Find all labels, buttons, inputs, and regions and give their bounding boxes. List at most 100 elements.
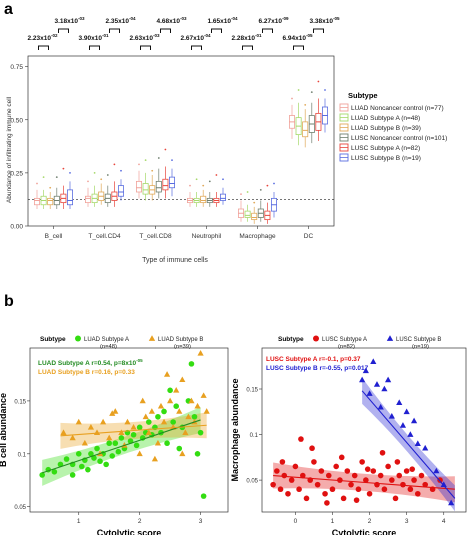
box	[244, 210, 251, 218]
data-point	[167, 387, 173, 394]
data-point	[94, 445, 100, 452]
data-point	[333, 463, 339, 470]
data-point	[69, 434, 76, 441]
legend-entry-count: (n=48)	[100, 344, 117, 350]
outlier	[189, 184, 191, 187]
data-point	[118, 435, 125, 441]
pvalue-label: 3.38x10-05	[310, 16, 341, 25]
panel-b-label: b	[4, 293, 14, 310]
data-point	[176, 445, 183, 452]
data-point	[115, 448, 122, 455]
y-tick-label: 0.00	[10, 224, 23, 231]
box	[142, 183, 149, 195]
data-point	[448, 499, 455, 506]
data-point	[270, 481, 276, 488]
significance-bracket	[160, 28, 171, 33]
data-point	[400, 481, 406, 488]
outlier	[273, 182, 275, 185]
data-point	[163, 371, 171, 377]
x-tick-label: 2	[138, 518, 142, 525]
data-point	[100, 418, 107, 425]
regression-line	[60, 424, 207, 437]
data-point	[392, 495, 399, 502]
data-point	[422, 481, 429, 488]
x-tick-label: 1	[331, 518, 335, 525]
data-point	[363, 477, 369, 483]
x-tick-label: Macrophage	[239, 233, 276, 240]
legend-entry-count: (n=19)	[412, 344, 429, 350]
pvalue-label: 2.23x10-02	[28, 33, 59, 42]
data-point	[167, 397, 174, 404]
data-point	[362, 367, 369, 374]
data-point	[338, 454, 345, 461]
box	[34, 197, 41, 206]
data-point	[318, 468, 325, 474]
box	[168, 176, 175, 189]
outlier	[36, 182, 38, 185]
data-point	[157, 402, 165, 409]
data-point	[300, 472, 306, 479]
data-point	[410, 417, 418, 424]
y-tick-label: 0.75	[10, 64, 23, 71]
data-point	[407, 486, 414, 493]
legend-title: Subtype	[278, 336, 304, 343]
x-axis-label: Cytolytic score	[97, 528, 162, 535]
outlier	[222, 178, 224, 181]
outlier	[93, 171, 96, 174]
data-point	[296, 486, 302, 493]
data-point	[197, 429, 204, 436]
outlier	[120, 169, 122, 172]
data-point	[385, 463, 391, 470]
data-point	[200, 493, 207, 499]
box	[219, 193, 226, 201]
legend-entry-count: (n=39)	[174, 344, 191, 350]
data-point	[418, 472, 425, 479]
data-point	[91, 455, 97, 461]
data-point	[344, 468, 351, 474]
legend-title: Subtype	[40, 336, 66, 343]
outlier	[42, 176, 45, 179]
data-point	[381, 486, 388, 493]
data-point	[440, 481, 447, 487]
data-point	[396, 472, 403, 479]
legend-entry: LUAD Subtype A	[84, 337, 129, 343]
data-point	[51, 468, 58, 475]
data-point	[173, 403, 180, 409]
data-point	[322, 490, 328, 497]
data-point	[139, 397, 146, 404]
y-tick-label: 0.25	[10, 170, 23, 177]
data-point	[433, 467, 440, 474]
box	[118, 185, 125, 197]
data-point	[164, 440, 170, 447]
data-point	[176, 408, 183, 414]
legend-entry: LUSC Subtype B (n=19)	[351, 155, 421, 162]
data-point	[351, 472, 358, 479]
pvalue-label: 2.67x10-04	[181, 33, 212, 42]
data-point	[185, 413, 192, 420]
box	[85, 195, 92, 204]
data-point	[118, 429, 125, 435]
data-point	[353, 497, 360, 503]
data-point	[194, 402, 201, 409]
data-point	[60, 429, 67, 435]
boxplot-panel: 0.00 0.25 0.50 0.75 B_cell T_cell.CD4 T_cell.C…	[10, 55, 335, 240]
significance-bracket	[38, 45, 49, 50]
pvalue-label: 2.35x10-04	[106, 16, 137, 25]
outlier	[151, 169, 154, 172]
data-point	[109, 453, 116, 459]
data-point	[81, 439, 88, 446]
data-point	[87, 424, 95, 430]
regression-line	[42, 419, 201, 474]
significance-bracket	[293, 45, 304, 50]
data-point	[130, 431, 137, 438]
data-point	[154, 439, 162, 446]
data-point	[309, 445, 315, 452]
legend-entry: LUAD Subtype B (n=39)	[351, 125, 421, 132]
pvalue-annotations: 2.23x10-02 3.18x10-03 3.90x10-01 2.35x10-04…	[28, 16, 341, 50]
pvalue-label: 6.27x10-09	[259, 16, 290, 25]
box	[251, 212, 258, 221]
data-point	[63, 456, 70, 462]
y-tick-label: 0.15	[246, 388, 258, 394]
data-point	[75, 418, 82, 425]
